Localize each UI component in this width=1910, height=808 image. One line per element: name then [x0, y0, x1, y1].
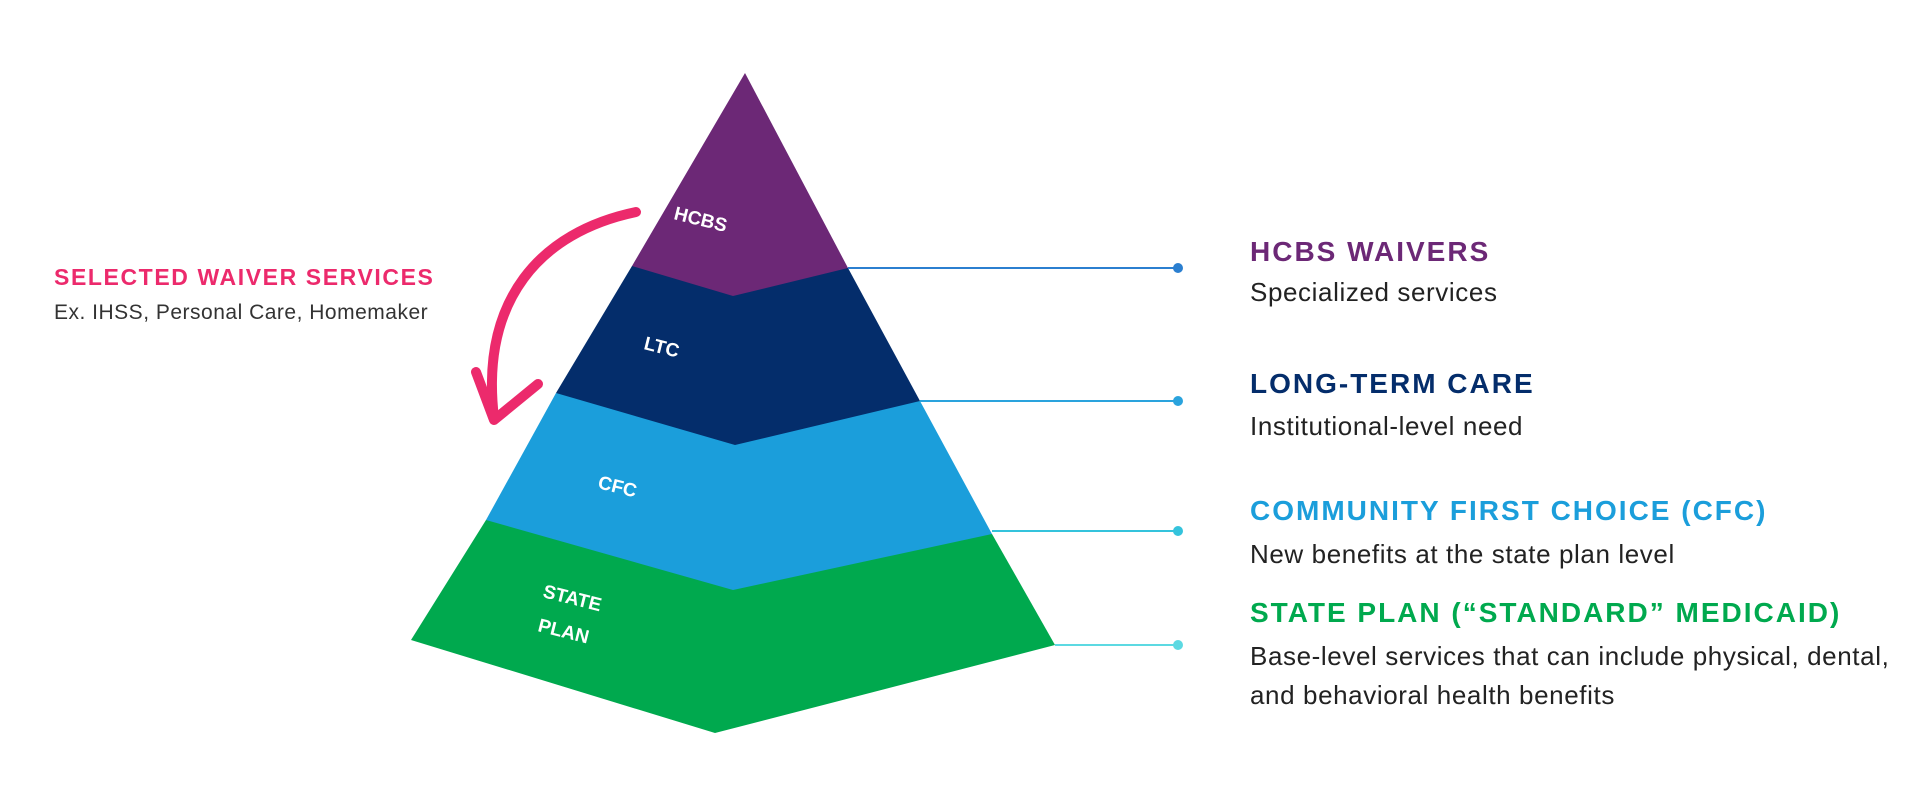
legend-title-long-term-care: LONG-TERM CARE: [1250, 368, 1535, 399]
pyramid-layer-state-plan: [411, 520, 1055, 733]
connector-state-plan: [1055, 640, 1183, 650]
pyramid-layer-cfc: [486, 393, 992, 590]
connector-ltc: [920, 396, 1183, 406]
curved-arrow-down-icon: [471, 207, 641, 425]
selected-waiver-services-title: SELECTED WAIVER SERVICES: [54, 264, 435, 290]
legend-title-hcbs-waivers: HCBS WAIVERS: [1250, 236, 1491, 267]
pyramid-layer-ltc: [556, 266, 920, 445]
legend-desc-community-first-choice: New benefits at the state plan level: [1250, 539, 1675, 569]
legend-desc-state-plan: Base-level services that can include phy…: [1250, 641, 1890, 710]
legend-title-state-plan: STATE PLAN (“STANDARD” MEDICAID): [1250, 597, 1842, 628]
pyramid-layer-hcbs: [632, 73, 848, 296]
legend-desc-long-term-care: Institutional-level need: [1250, 411, 1524, 441]
legend-desc-hcbs-waivers: Specialized services: [1250, 277, 1498, 307]
legend-title-community-first-choice: COMMUNITY FIRST CHOICE (CFC): [1250, 495, 1768, 526]
selected-waiver-services-examples: Ex. IHSS, Personal Care, Homemaker: [54, 301, 429, 324]
connector-cfc: [992, 526, 1183, 536]
connector-hcbs: [848, 263, 1183, 273]
